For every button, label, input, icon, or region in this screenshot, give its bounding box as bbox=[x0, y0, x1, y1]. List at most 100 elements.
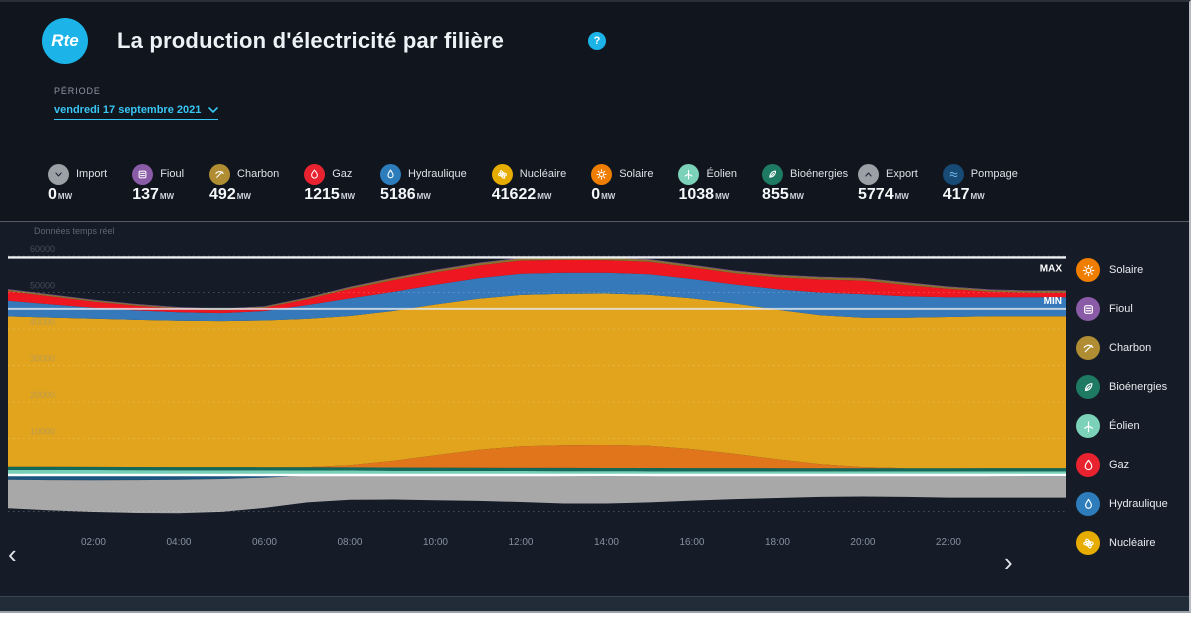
hydraulique-icon bbox=[380, 163, 402, 185]
metric-label: Export bbox=[886, 168, 918, 180]
metric-value: 5186MW bbox=[380, 186, 431, 203]
metric-value: 0MW bbox=[48, 186, 73, 203]
metric-value: 492MW bbox=[209, 186, 251, 203]
metric-import: Import 0MW bbox=[48, 163, 107, 205]
rte-logo-text: Rte bbox=[51, 31, 79, 50]
area-solaire bbox=[8, 445, 1066, 469]
metric-charbon: Charbon 492MW bbox=[209, 163, 279, 205]
x-axis-tick: 10:00 bbox=[423, 537, 448, 548]
previous-period-button[interactable]: ‹ bbox=[8, 539, 17, 569]
metrics-row: Import 0MW Fioul 137MW Charbon 492MW Gaz 1215MW… bbox=[48, 163, 848, 205]
legend-label: Solaire bbox=[1109, 264, 1144, 276]
legend-item-fioul[interactable]: Fioul bbox=[1076, 297, 1168, 321]
realtime-data-label: Données temps réel bbox=[34, 226, 115, 236]
legend-item-gaz[interactable]: Gaz bbox=[1076, 453, 1168, 477]
metric-value: 1215MW bbox=[304, 186, 356, 203]
metric-gaz: Gaz 1215MW bbox=[304, 163, 355, 205]
period-value-text: vendredi 17 septembre 2021 bbox=[54, 104, 202, 116]
eolien-icon bbox=[1076, 414, 1100, 438]
metric-label: Solaire bbox=[619, 168, 654, 180]
gaz-icon bbox=[304, 163, 326, 185]
period-label: PÉRIODE bbox=[54, 86, 101, 96]
export-arrow-icon bbox=[858, 163, 879, 185]
x-axis-tick: 16:00 bbox=[679, 537, 704, 548]
period-selector[interactable]: vendredi 17 septembre 2021 bbox=[54, 104, 219, 120]
legend-item-charbon[interactable]: Charbon bbox=[1076, 336, 1168, 360]
legend-label: Charbon bbox=[1109, 342, 1152, 354]
page-title: La production d'électricité par filière bbox=[117, 28, 505, 53]
metric-fioul: Fioul 137MW bbox=[132, 163, 184, 205]
metric-pompage: Pompage 417MW bbox=[942, 163, 1018, 205]
pompage-icon bbox=[942, 163, 964, 185]
import-arrow-icon bbox=[48, 163, 69, 185]
y-axis-label: 10000 bbox=[30, 427, 55, 437]
charbon-icon bbox=[209, 163, 231, 185]
metric-label: Éolien bbox=[706, 168, 738, 180]
rte-logo: Rte bbox=[42, 18, 88, 64]
metric-value: 137MW bbox=[132, 186, 175, 203]
metric-value: 417MW bbox=[942, 186, 985, 203]
x-axis-tick: 14:00 bbox=[594, 537, 619, 548]
chevron-down-icon bbox=[208, 106, 219, 113]
help-icon[interactable]: ? bbox=[588, 32, 606, 50]
eolien-icon bbox=[678, 163, 700, 185]
y-axis-label: 20000 bbox=[30, 390, 55, 400]
next-period-button[interactable]: › bbox=[1004, 547, 1013, 577]
metric-label: Charbon bbox=[237, 168, 280, 180]
y-axis-label: 30000 bbox=[30, 354, 55, 364]
area-fioul bbox=[8, 257, 1066, 310]
metric-hydraulique: Hydraulique 5186MW bbox=[380, 163, 467, 205]
hydraulique-icon bbox=[1076, 492, 1100, 516]
nucleaire-icon bbox=[1076, 531, 1100, 555]
fioul-icon bbox=[132, 163, 154, 185]
metric-label: Bioénergies bbox=[790, 168, 849, 180]
legend-label: Fioul bbox=[1109, 303, 1133, 315]
production-stacked-area-chart: 10000 20000 30000 40000 50000 60000 MAX MIN 02:0… bbox=[8, 244, 1066, 548]
legend-label: Bioénergies bbox=[1109, 381, 1168, 393]
metric-label: Hydraulique bbox=[408, 168, 467, 180]
x-axis-tick: 22:00 bbox=[936, 537, 961, 548]
chart-section: Données temps réel 10000 20000 30000 40000 5… bbox=[0, 221, 1189, 596]
legend-item-nucléaire[interactable]: Nucléaire bbox=[1076, 531, 1168, 555]
x-axis-tick: 18:00 bbox=[765, 537, 790, 548]
metric-label: Import bbox=[76, 168, 108, 180]
x-axis-tick: 06:00 bbox=[252, 537, 277, 548]
metric-value: 41622MW bbox=[491, 186, 552, 203]
metric-nucléaire: Nucléaire 41622MW bbox=[491, 163, 566, 205]
metric-value: 5774MW bbox=[858, 186, 909, 203]
max-label: MAX bbox=[1040, 263, 1063, 274]
metric-label: Fioul bbox=[160, 168, 185, 180]
legend-item-éolien[interactable]: Éolien bbox=[1076, 414, 1168, 438]
x-axis-tick: 08:00 bbox=[337, 537, 362, 548]
gaz-icon bbox=[1076, 453, 1100, 477]
legend-item-bioénergies[interactable]: Bioénergies bbox=[1076, 375, 1168, 399]
period-block: PÉRIODE vendredi 17 septembre 2021 bbox=[54, 86, 219, 120]
metric-value: 1038MW bbox=[678, 186, 730, 203]
metric-bioénergies: Bioénergies 855MW bbox=[762, 163, 848, 205]
legend-item-solaire[interactable]: Solaire bbox=[1076, 258, 1168, 282]
solaire-icon bbox=[591, 163, 613, 185]
area-nucléaire bbox=[8, 293, 1066, 469]
charbon-icon bbox=[1076, 336, 1100, 360]
metric-label: Pompage bbox=[970, 168, 1018, 180]
area-bioénergies bbox=[8, 466, 1066, 472]
x-axis-tick: 04:00 bbox=[166, 537, 191, 548]
x-axis-tick: 12:00 bbox=[508, 537, 533, 548]
metric-label: Gaz bbox=[332, 168, 353, 180]
area-hydraulique bbox=[8, 272, 1066, 322]
metric-solaire: Solaire 0MW bbox=[591, 163, 653, 205]
x-axis-tick: 02:00 bbox=[81, 537, 106, 548]
x-axis-tick: 20:00 bbox=[850, 537, 875, 548]
y-axis-label: 50000 bbox=[30, 281, 55, 291]
legend-label: Nucléaire bbox=[1109, 537, 1156, 549]
y-axis-label: 60000 bbox=[30, 244, 55, 254]
metric-value: 855MW bbox=[762, 186, 804, 203]
bottom-strip bbox=[0, 596, 1189, 611]
metric-value: 0MW bbox=[591, 186, 616, 203]
chart-legend: Solaire Fioul Charbon Bioénergies Éolien Gaz H… bbox=[1076, 258, 1168, 555]
bioenergies-icon bbox=[762, 163, 784, 185]
legend-item-hydraulique[interactable]: Hydraulique bbox=[1076, 492, 1168, 516]
legend-label: Hydraulique bbox=[1109, 498, 1168, 510]
area-export bbox=[8, 475, 1066, 514]
min-label: MIN bbox=[1044, 296, 1062, 307]
